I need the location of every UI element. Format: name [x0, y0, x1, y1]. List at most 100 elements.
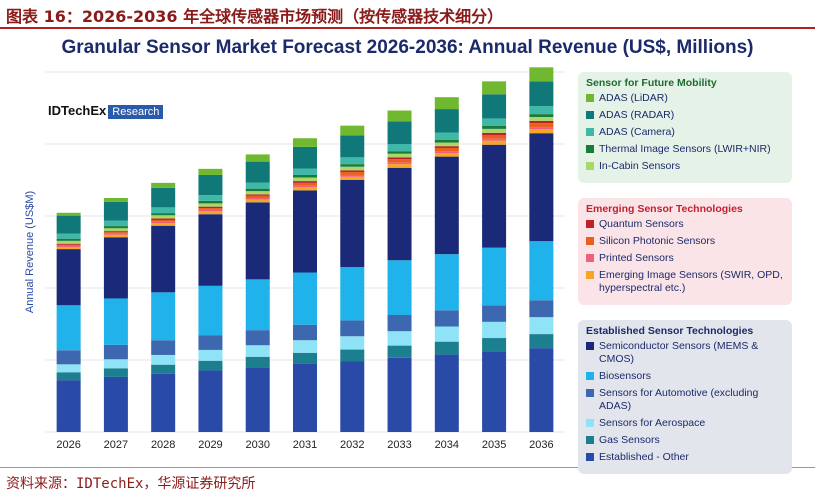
- bar-segment: [387, 159, 412, 163]
- x-tick-label: 2026: [56, 439, 80, 451]
- bar-segment: [434, 132, 459, 140]
- bar-segment: [293, 185, 317, 188]
- bar-segment: [151, 225, 176, 293]
- bar-segment: [293, 138, 317, 147]
- rule: [0, 27, 815, 29]
- bar-segment: [245, 345, 270, 357]
- bar-segment: [529, 334, 554, 349]
- x-tick-label: 2027: [104, 439, 128, 451]
- bar-segment: [434, 142, 459, 147]
- bar-segment: [340, 174, 365, 177]
- bar-segment: [198, 200, 223, 204]
- bar-segment: [340, 164, 365, 167]
- caption: 图表 16：2026-2036 年全球传感器市场预测（按传感器技术细分）: [6, 7, 504, 26]
- bar-segment: [56, 244, 81, 246]
- legend-group: Sensor for Future Mobility ADAS (LiDAR) AD…: [578, 72, 792, 183]
- bar-segment: [103, 359, 128, 369]
- bar-segment: [434, 109, 459, 133]
- bar-segment: [340, 336, 365, 350]
- legend-swatch: [586, 94, 594, 102]
- bar-segment: [434, 139, 459, 143]
- legend-item: Quantum Sensors: [586, 218, 786, 231]
- bar-segment: [56, 249, 81, 306]
- bar-segment: [529, 127, 554, 130]
- bar-segment: [387, 121, 412, 144]
- bar-segment: [151, 373, 176, 432]
- legend-item: In-Cabin Sensors: [586, 160, 786, 173]
- bar-segment: [293, 187, 317, 191]
- bar-segment: [529, 317, 554, 335]
- bar-segment: [198, 168, 223, 175]
- legend-swatch: [586, 419, 594, 427]
- legend-label: Sensors for Aerospace: [599, 417, 706, 429]
- bar-segment: [103, 237, 128, 299]
- bar-segment: [340, 267, 365, 321]
- bar-segment: [387, 162, 412, 165]
- bar-segment: [482, 138, 507, 141]
- bar-segment: [103, 220, 128, 227]
- bar-segment: [103, 198, 128, 202]
- bar-segment: [434, 254, 459, 311]
- legend-swatch: [586, 271, 594, 279]
- legend-item: Printed Sensors: [586, 252, 786, 265]
- chart-title: Granular Sensor Market Forecast 2026-203…: [61, 37, 754, 58]
- logo-brand: IDTechEx: [48, 103, 107, 118]
- bar-segment: [56, 380, 81, 432]
- bar-segment: [198, 174, 223, 196]
- bar-segment: [434, 354, 459, 432]
- legend-item: ADAS (LiDAR): [586, 92, 786, 105]
- bar-segment: [529, 106, 554, 115]
- bar-segment: [198, 349, 223, 361]
- bar-segment: [293, 177, 317, 182]
- bar-segment: [529, 241, 554, 301]
- bar-segment: [482, 305, 507, 322]
- bar-segment: [103, 231, 128, 233]
- bar-segment: [434, 156, 459, 255]
- bar-segment: [293, 363, 317, 432]
- bar-segment: [245, 191, 270, 195]
- bar-segment: [151, 340, 176, 355]
- bar-segment: [434, 151, 459, 153]
- bar-segment: [387, 345, 412, 358]
- bar-segment: [340, 361, 365, 432]
- bar-segment: [151, 223, 176, 226]
- logo: IDTechEx Research: [48, 103, 164, 119]
- bar-segment: [482, 118, 507, 126]
- bar-segment: [103, 234, 128, 238]
- bar-segment: [198, 335, 223, 350]
- bar-segment: [103, 376, 128, 432]
- bar-segment: [198, 370, 223, 432]
- bar-segment: [482, 351, 507, 432]
- legend-label: Silicon Photonic Sensors: [599, 235, 716, 247]
- bar-segment: [387, 167, 412, 261]
- legend-item: Gas Sensors: [586, 434, 786, 447]
- legend-item: ADAS (Camera): [586, 126, 786, 139]
- bar-segment: [434, 153, 459, 157]
- bar-segment: [293, 146, 317, 169]
- legend-item: Silicon Photonic Sensors: [586, 235, 786, 248]
- bar-segment: [434, 147, 459, 152]
- bar-segment: [387, 357, 412, 432]
- bar-segment: [245, 182, 270, 189]
- bar-segment: [56, 305, 81, 351]
- legend-item: Semiconductor Sensors (MEMS & CMOS): [586, 340, 786, 366]
- bar-segment: [387, 331, 412, 346]
- bar-segment: [151, 354, 176, 365]
- bar-segment: [198, 206, 223, 209]
- bar-segment: [245, 279, 270, 331]
- bar-segment: [529, 120, 554, 124]
- bar-segment: [340, 180, 365, 268]
- bar-segment: [387, 110, 412, 122]
- bar-segment: [529, 123, 554, 128]
- legend-swatch: [586, 237, 594, 245]
- bar-segment: [387, 144, 412, 152]
- bar-segment: [245, 188, 270, 192]
- bar-segment: [56, 245, 81, 247]
- bar-segment: [340, 170, 365, 173]
- bar-segment: [245, 195, 270, 198]
- bar-segment: [56, 240, 81, 244]
- bar-segment: [482, 81, 507, 95]
- bar-segment: [198, 203, 223, 207]
- legend-swatch: [586, 372, 594, 380]
- bar-segment: [482, 128, 507, 133]
